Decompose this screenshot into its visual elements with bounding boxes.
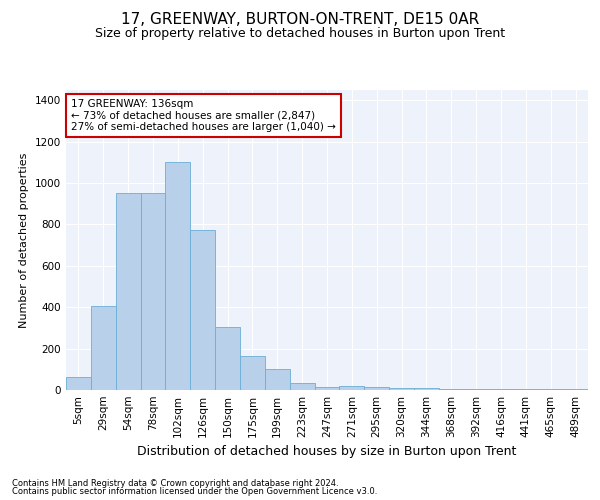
Bar [116,194,140,390]
Bar [166,162,190,390]
Bar [314,387,340,390]
Text: Contains public sector information licensed under the Open Government Licence v3: Contains public sector information licen… [12,487,377,496]
Bar [91,306,116,390]
Bar [240,356,265,390]
Bar [215,327,240,390]
Y-axis label: Number of detached properties: Number of detached properties [19,152,29,328]
Bar [140,194,166,390]
Bar [364,387,389,390]
Bar [66,376,91,390]
Text: Size of property relative to detached houses in Burton upon Trent: Size of property relative to detached ho… [95,28,505,40]
Bar [389,388,414,390]
Text: Contains HM Land Registry data © Crown copyright and database right 2024.: Contains HM Land Registry data © Crown c… [12,478,338,488]
Bar [190,230,215,390]
Bar [340,386,364,390]
Bar [290,383,314,390]
Text: 17 GREENWAY: 136sqm
← 73% of detached houses are smaller (2,847)
27% of semi-det: 17 GREENWAY: 136sqm ← 73% of detached ho… [71,99,336,132]
Bar [414,388,439,390]
Bar [439,389,464,390]
Text: 17, GREENWAY, BURTON-ON-TRENT, DE15 0AR: 17, GREENWAY, BURTON-ON-TRENT, DE15 0AR [121,12,479,28]
X-axis label: Distribution of detached houses by size in Burton upon Trent: Distribution of detached houses by size … [137,446,517,458]
Bar [265,370,290,390]
